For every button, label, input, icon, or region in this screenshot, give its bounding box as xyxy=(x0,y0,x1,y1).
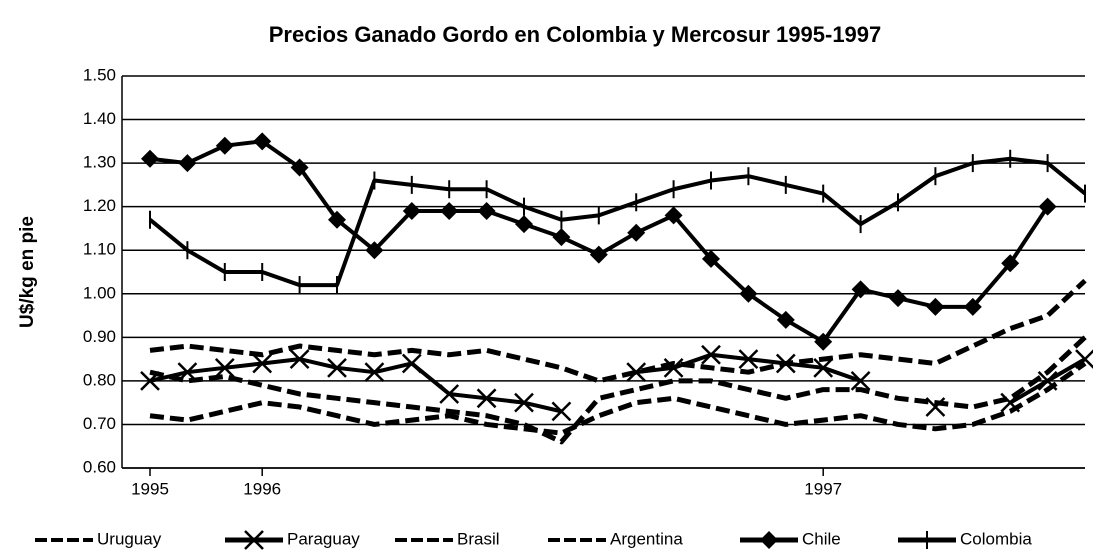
legend-label: Argentina xyxy=(610,529,683,548)
marker xyxy=(776,310,795,329)
marker xyxy=(551,401,572,422)
marker xyxy=(365,241,384,260)
marker xyxy=(850,371,871,391)
marker xyxy=(664,206,683,225)
x-tick-label: 1995 xyxy=(131,479,169,498)
series-line xyxy=(149,278,1087,384)
marker xyxy=(214,357,235,378)
marker xyxy=(663,357,684,378)
marker xyxy=(514,392,534,413)
marker xyxy=(701,344,721,365)
legend-label: Chile xyxy=(802,529,841,548)
marker xyxy=(1075,349,1093,369)
marker xyxy=(440,202,459,221)
y-tick-label: 1.30 xyxy=(83,153,116,172)
marker xyxy=(289,349,310,369)
legend-label: Uruguay xyxy=(97,529,162,548)
marker xyxy=(141,149,159,168)
marker xyxy=(402,202,421,221)
x-tick-label: 1996 xyxy=(243,479,281,498)
y-tick-label: 1.20 xyxy=(83,196,116,215)
marker xyxy=(627,223,646,242)
marker xyxy=(1038,197,1057,216)
marker xyxy=(760,531,778,549)
marker xyxy=(253,132,272,151)
marker xyxy=(702,249,720,268)
series-line xyxy=(148,156,1087,288)
marker xyxy=(589,245,608,264)
y-tick-label: 1.10 xyxy=(83,240,116,259)
marker xyxy=(626,362,647,383)
y-tick-label: 1.50 xyxy=(83,65,116,84)
y-tick-label: 0.80 xyxy=(83,370,116,389)
y-tick-label: 0.70 xyxy=(83,414,116,433)
marker xyxy=(215,136,234,155)
marker xyxy=(963,297,982,316)
marker xyxy=(552,228,571,247)
marker xyxy=(244,530,264,550)
y-tick-label: 0.90 xyxy=(83,327,116,346)
marker xyxy=(401,353,422,374)
marker xyxy=(327,357,347,378)
marker xyxy=(252,353,273,374)
marker xyxy=(290,158,309,177)
marker xyxy=(328,210,346,229)
y-axis-label: U$/kg en pie xyxy=(17,216,38,328)
x-tick-label: 1997 xyxy=(804,479,842,498)
series-line xyxy=(149,139,1050,344)
legend-label: Brasil xyxy=(457,529,500,548)
marker xyxy=(814,332,833,351)
marker xyxy=(739,284,758,303)
marker xyxy=(1001,254,1020,273)
marker xyxy=(439,384,460,404)
marker xyxy=(926,297,945,316)
marker xyxy=(813,357,834,378)
marker xyxy=(178,154,197,173)
y-tick-label: 1.00 xyxy=(83,283,116,302)
marker xyxy=(1037,371,1058,391)
legend-label: Colombia xyxy=(960,529,1032,548)
legend-label: Paraguay xyxy=(287,529,360,548)
chart-title: Precios Ganado Gordo en Colombia y Merco… xyxy=(269,22,882,47)
y-tick-label: 1.40 xyxy=(83,109,116,128)
marker xyxy=(476,388,497,409)
marker xyxy=(889,289,907,308)
marker xyxy=(477,202,496,221)
marker xyxy=(851,280,870,299)
marker xyxy=(364,362,385,383)
marker xyxy=(515,215,533,234)
y-tick-label: 0.60 xyxy=(83,457,116,476)
marker xyxy=(738,349,759,369)
series-line xyxy=(149,361,1087,436)
